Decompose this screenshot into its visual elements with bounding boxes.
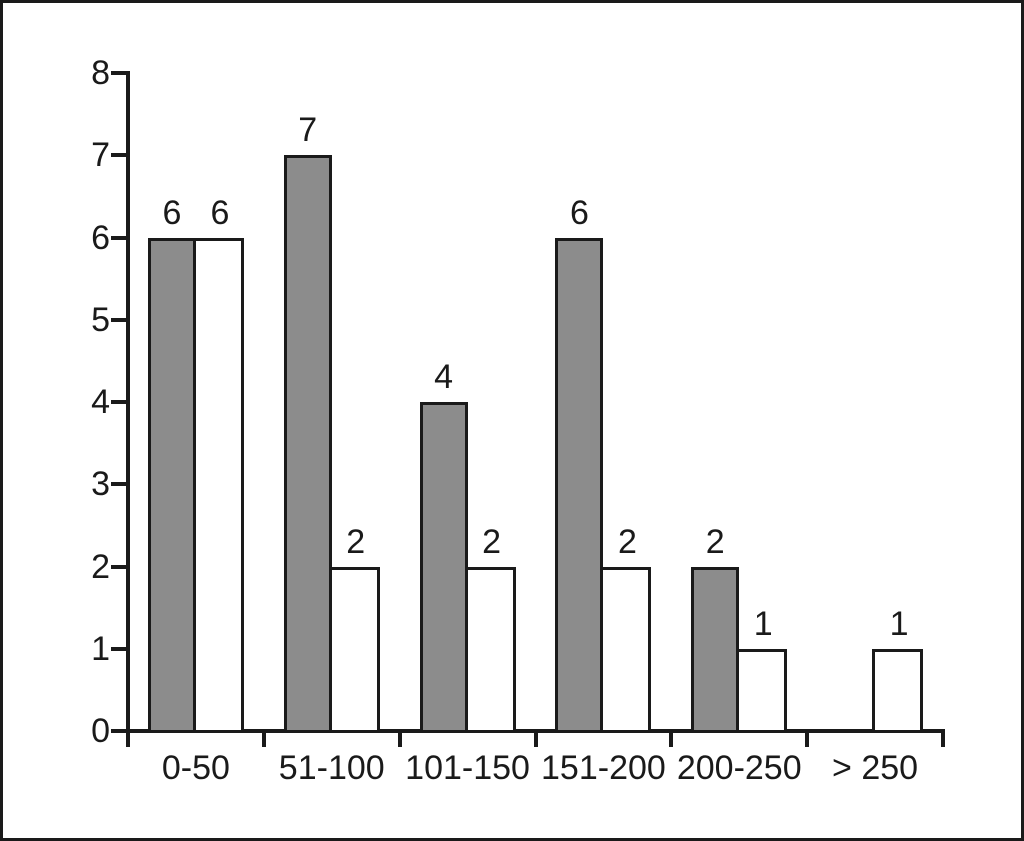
- y-tick-label: 0: [91, 712, 110, 750]
- bar-value-label: 1: [753, 604, 773, 643]
- x-tick: [669, 729, 674, 747]
- bar-value-label: 2: [482, 522, 502, 561]
- bar-open-white-group-4: [736, 648, 788, 733]
- bar-open-white-group-2: [464, 566, 516, 733]
- x-category-label: > 250: [832, 749, 919, 787]
- bar-filled-gray-group-2: [419, 402, 468, 733]
- x-tick: [533, 729, 538, 747]
- x-category-label: 0-50: [161, 749, 230, 787]
- y-tick: [111, 400, 126, 404]
- bar-value-label: 6: [569, 193, 589, 232]
- bar-value-label: 7: [298, 111, 318, 150]
- x-category-label: 151-200: [541, 749, 666, 787]
- x-tick: [397, 729, 402, 747]
- y-tick-label: 6: [91, 218, 110, 257]
- bar-value-label: 6: [210, 193, 230, 232]
- bar-open-white-group-3: [600, 566, 652, 733]
- y-tick: [111, 564, 126, 569]
- x-category-label: 200-250: [676, 749, 802, 787]
- bar-value-label: 1: [889, 604, 909, 643]
- bar-open-white-group-1: [328, 566, 380, 733]
- bar-value-label: 2: [617, 522, 637, 561]
- bar-filled-gray-group-1: [283, 155, 332, 733]
- y-tick: [111, 235, 126, 240]
- bar-filled-gray-group-4: [691, 566, 740, 733]
- x-tick: [261, 729, 266, 747]
- y-tick: [111, 153, 126, 158]
- y-tick-label: 3: [91, 465, 110, 504]
- x-category-label: 101-150: [405, 749, 530, 787]
- y-axis-line: [126, 71, 130, 733]
- bar-value-label: 2: [705, 522, 725, 561]
- bar-open-white-group-5: [872, 648, 924, 733]
- bar-filled-gray-group-0: [147, 237, 196, 733]
- x-tick: [941, 729, 945, 747]
- bar-chart: 0 1 2 3 4 5 6 7 8 6 6 0-50 7 2 51-100 4 2 101-150 6 2 151-20…: [3, 3, 1021, 838]
- bar-filled-gray-group-3: [555, 237, 604, 733]
- y-tick-label: 2: [91, 547, 110, 586]
- y-tick-label: 4: [91, 383, 110, 421]
- x-category-label: 51-100: [278, 749, 385, 787]
- y-tick: [111, 71, 126, 75]
- bar-value-label: 2: [346, 522, 366, 561]
- x-tick: [805, 729, 810, 747]
- y-tick: [111, 317, 126, 322]
- bar-value-label: 4: [434, 358, 454, 396]
- y-tick-label: 8: [91, 54, 110, 92]
- y-tick: [111, 729, 126, 733]
- bar-value-label: 6: [162, 193, 182, 232]
- bar-open-white-group-0: [192, 237, 244, 733]
- y-tick: [111, 482, 126, 487]
- y-tick-label: 7: [91, 136, 110, 175]
- y-tick: [111, 646, 126, 651]
- y-tick-label: 1: [91, 629, 110, 668]
- y-tick-label: 5: [91, 300, 110, 339]
- x-tick: [126, 729, 130, 747]
